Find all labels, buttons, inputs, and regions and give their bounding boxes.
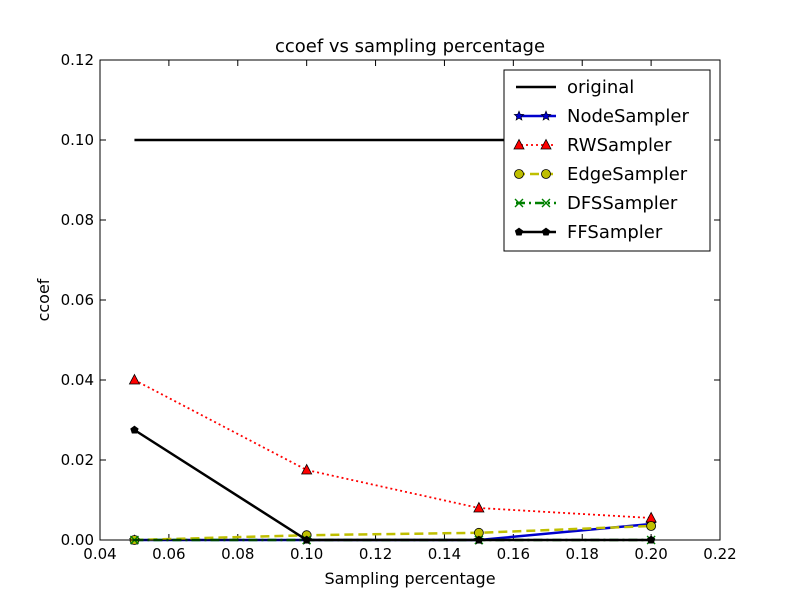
data-point — [301, 463, 313, 475]
legend-label: FFSampler — [567, 222, 663, 243]
data-point — [646, 521, 657, 531]
legend-box — [503, 69, 711, 252]
x-tick-label: 0.04 — [83, 545, 116, 563]
legend-marker — [514, 227, 524, 236]
x-tick-label: 0.12 — [359, 545, 392, 563]
series-line — [134, 524, 652, 542]
y-tick-label: 0.00 — [61, 531, 94, 549]
legend-label: NodeSampler — [567, 106, 689, 127]
x-tick-label: 0.06 — [152, 545, 185, 563]
axis-ticks: 0.04 0.06 0.08 0.10 0.12 0.14 0.16 0.18 0.20 0.22… — [61, 51, 737, 563]
legend-label: DFSSampler — [567, 193, 678, 214]
legend-marker — [541, 169, 551, 179]
legend-marker — [513, 110, 525, 121]
data-point — [128, 373, 141, 385]
legend-marker — [541, 227, 551, 236]
y-tick-label: 0.04 — [61, 371, 94, 389]
y-tick-label: 0.08 — [61, 211, 94, 229]
x-tick-label: 0.08 — [221, 545, 254, 563]
x-tick-label: 0.20 — [634, 545, 667, 563]
legend-entry-ffsampler: FFSampler — [514, 222, 663, 243]
y-tick-label: 0.10 — [61, 131, 94, 149]
legend: original NodeSampler RWSampler EdgeSampler D… — [503, 69, 711, 252]
x-tick-label: 0.14 — [428, 545, 461, 563]
legend-marker — [540, 110, 552, 121]
series-rwsampler — [128, 373, 657, 523]
series-line — [133, 428, 652, 542]
legend-entry-edgesampler: EdgeSampler — [514, 164, 688, 185]
plot-frame — [99, 59, 721, 541]
legend-label: RWSampler — [567, 135, 672, 156]
data-point — [473, 501, 485, 513]
series-ffsampler — [130, 425, 656, 544]
y-tick-label: 0.02 — [61, 451, 94, 469]
x-tick-label: 0.22 — [703, 545, 736, 563]
y-tick-label: 0.12 — [61, 51, 94, 69]
y-tick-label: 0.06 — [61, 291, 94, 309]
data-point — [645, 511, 657, 523]
legend-entry-nodesampler: NodeSampler — [513, 106, 689, 127]
legend-entry-original: original — [516, 77, 634, 98]
x-axis-label: Sampling percentage — [324, 569, 495, 588]
legend-marker — [540, 138, 552, 150]
y-axis-label: ccoef — [34, 278, 53, 321]
x-tick-label: 0.18 — [566, 545, 599, 563]
legend-entry-rwsampler: RWSampler — [513, 135, 672, 156]
x-tick-label: 0.10 — [290, 545, 323, 563]
legend-marker — [514, 169, 524, 179]
series-line — [134, 379, 652, 519]
legend-marker — [541, 198, 551, 208]
x-tick-label: 0.16 — [497, 545, 530, 563]
chart-title: ccoef vs sampling percentage — [275, 36, 545, 57]
legend-label: EdgeSampler — [567, 164, 688, 185]
legend-marker — [513, 138, 525, 150]
legend-marker — [514, 198, 524, 208]
legend-entry-dfssampler: DFSSampler — [514, 193, 678, 214]
legend-label: original — [567, 77, 634, 98]
data-point — [130, 425, 139, 434]
